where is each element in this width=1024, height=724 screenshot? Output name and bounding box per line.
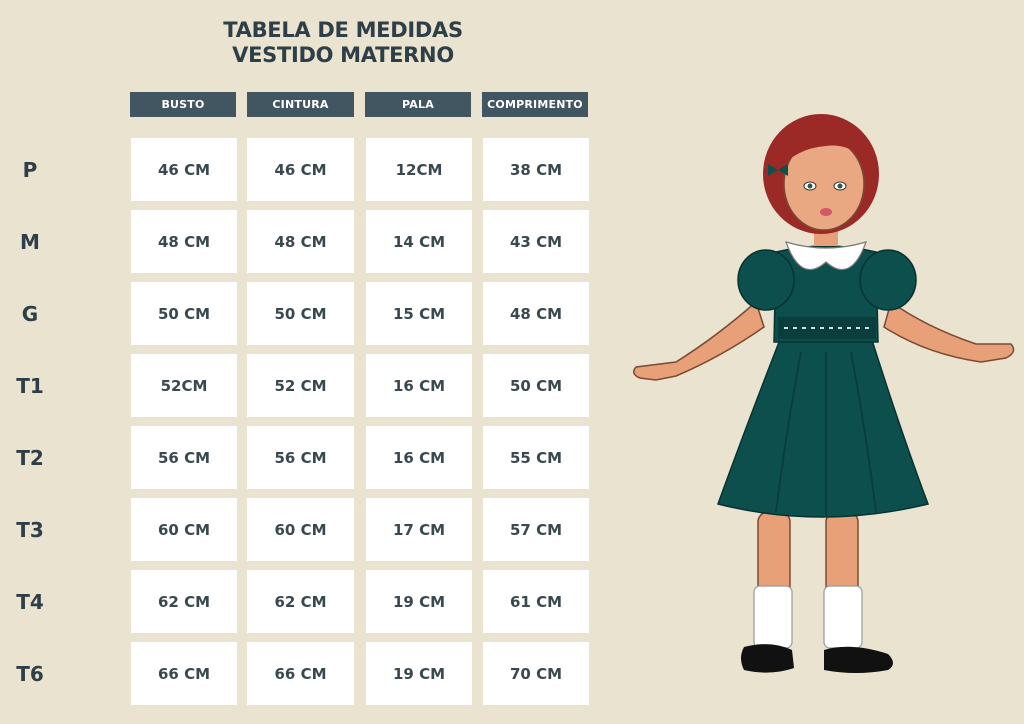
table-cell: 12CM [366, 138, 472, 201]
size-label-t2: T2 [16, 446, 44, 470]
table-cell: 62 CM [247, 570, 354, 633]
size-label-p: P [22, 158, 38, 182]
column-header-busto: BUSTO [130, 92, 236, 117]
table-cell: 14 CM [366, 210, 472, 273]
table-cell: 50 CM [247, 282, 354, 345]
table-cell: 62 CM [131, 570, 237, 633]
size-label-t4: T4 [16, 590, 44, 614]
table-cell: 57 CM [483, 498, 589, 561]
table-cell: 48 CM [247, 210, 354, 273]
table-cell: 38 CM [483, 138, 589, 201]
table-cell: 66 CM [247, 642, 354, 705]
table-cell: 70 CM [483, 642, 589, 705]
column-header-pala: PALA [365, 92, 471, 117]
column-header-cintura: CINTURA [247, 92, 354, 117]
table-cell: 52CM [131, 354, 237, 417]
table-cell: 66 CM [131, 642, 237, 705]
table-cell: 16 CM [366, 426, 472, 489]
girl-illustration [633, 114, 1015, 673]
page-title: TABELA DE MEDIDAS VESTIDO MATERNO [180, 18, 506, 68]
table-cell: 56 CM [131, 426, 237, 489]
size-label-t6: T6 [16, 662, 44, 686]
table-cell: 48 CM [131, 210, 237, 273]
table-cell: 48 CM [483, 282, 589, 345]
table-cell: 46 CM [247, 138, 354, 201]
title-line-1: TABELA DE MEDIDAS [223, 18, 463, 42]
table-cell: 60 CM [247, 498, 354, 561]
table-cell: 52 CM [247, 354, 354, 417]
table-cell: 16 CM [366, 354, 472, 417]
title-line-2: VESTIDO MATERNO [232, 43, 454, 67]
table-cell: 19 CM [366, 642, 472, 705]
table-cell: 56 CM [247, 426, 354, 489]
size-label-t3: T3 [16, 518, 44, 542]
table-cell: 55 CM [483, 426, 589, 489]
table-cell: 50 CM [131, 282, 237, 345]
table-cell: 61 CM [483, 570, 589, 633]
table-cell: 17 CM [366, 498, 472, 561]
size-label-t1: T1 [16, 374, 44, 398]
table-cell: 46 CM [131, 138, 237, 201]
size-label-m: M [20, 230, 40, 254]
table-cell: 43 CM [483, 210, 589, 273]
size-label-g: G [21, 302, 39, 326]
table-cell: 15 CM [366, 282, 472, 345]
column-header-comprimento: COMPRIMENTO [482, 92, 588, 117]
table-cell: 60 CM [131, 498, 237, 561]
table-cell: 19 CM [366, 570, 472, 633]
table-cell: 50 CM [483, 354, 589, 417]
